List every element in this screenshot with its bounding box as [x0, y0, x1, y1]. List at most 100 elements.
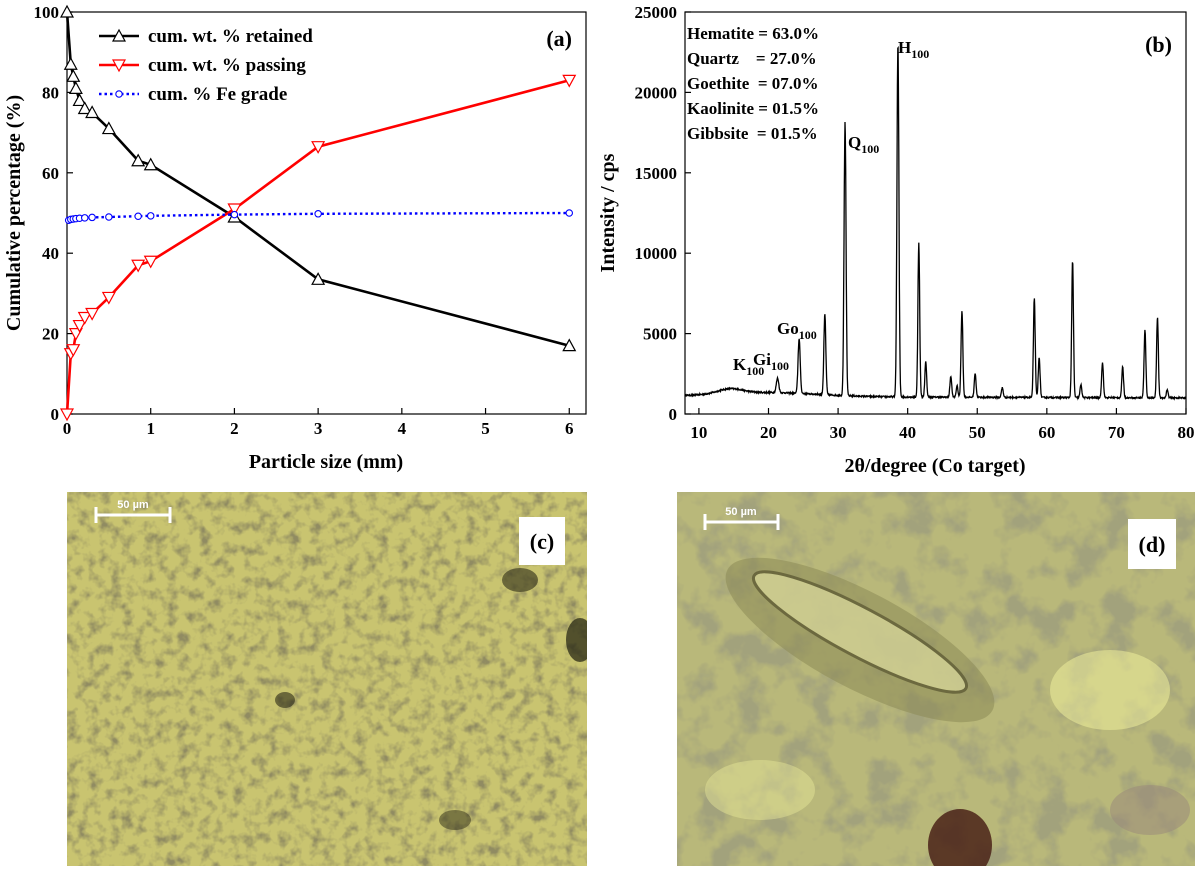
composition-line-2: Goethite = 07.0% [687, 74, 819, 93]
composition-line-1: Quartz = 27.0% [687, 49, 817, 68]
panel-b-y-tick-label: 20000 [635, 83, 678, 102]
series-0-point [562, 338, 577, 352]
panel-a-legend: cum. wt. % retained cum. wt. % passing cum… [99, 26, 313, 105]
panel-a-y-tick-label: 100 [34, 3, 60, 22]
panel-d-letter: (d) [1139, 532, 1166, 557]
peak-label-main: Gi [753, 350, 771, 369]
panel-b-y-tick-label: 15000 [635, 164, 678, 183]
series-1 [59, 74, 577, 422]
scale-bar-d-label: 50 µm [725, 506, 757, 518]
panel-a-y-tick-label: 20 [42, 325, 59, 344]
panel-d-micrograph: 50 µm (d) [677, 492, 1195, 866]
panel-d-letter-box [1128, 519, 1176, 569]
panel-a-x-tick-label: 6 [565, 419, 574, 438]
panel-a-x-tick-label: 0 [63, 419, 72, 438]
panel-a-x-axis-label: Particle size (mm) [249, 451, 403, 473]
series-1-point [66, 344, 81, 357]
series-1-point [59, 408, 75, 422]
series-2-point [80, 214, 89, 222]
scale-bar-d: 50 µm [703, 506, 780, 530]
legend-label-2: cum. % Fe grade [148, 84, 287, 105]
series-0 [59, 4, 577, 352]
series-2-point [230, 210, 239, 219]
series-1-point [227, 203, 242, 217]
panel-b-x-axis-label: 2θ/degree (Co target) [844, 455, 1025, 477]
peak-label-go: Go100 [777, 319, 817, 342]
panel-b-plot-frame [684, 11, 1187, 415]
series-2-point [146, 212, 155, 220]
legend-label-1: cum. wt. % passing [148, 55, 306, 76]
panel-b-y-axis-label: Intensity / cps [597, 153, 619, 272]
panel-b-x-tick-label: 70 [1108, 423, 1125, 442]
panel-a-y-axis-label: Cumulative percentage (%) [3, 95, 25, 331]
peak-label-main: H [898, 38, 911, 57]
series-0-point [68, 81, 83, 94]
series-2-point [565, 209, 574, 217]
series-1-point [72, 319, 87, 333]
series-0-line [65, 11, 570, 347]
series-1-point [562, 74, 577, 88]
xrd-pattern-line [684, 45, 1187, 401]
series-0-point [66, 69, 81, 82]
series-1-point [77, 311, 92, 325]
panel-b-x-tick-label: 80 [1178, 423, 1195, 442]
series-1-point [85, 307, 100, 321]
panel-a-x-tick-label: 4 [398, 419, 407, 438]
panel-b-y-tick-label: 25000 [635, 3, 678, 22]
panel-b-letter: (b) [1145, 32, 1172, 57]
peak-label-main: Q [848, 133, 861, 152]
series-0-point [63, 57, 78, 70]
panel-b-y-tick-label: 10000 [635, 244, 678, 263]
panel-a-x-tick-label: 1 [146, 419, 155, 438]
panel-b-x-tick-label: 40 [899, 423, 916, 442]
scale-bar-c-label: 50 µm [117, 499, 149, 511]
peak-label-sub: 100 [911, 47, 929, 61]
series-0-point [143, 157, 158, 171]
peak-label-q: Q100 [848, 133, 879, 156]
series-1-point [143, 255, 158, 269]
series-0-point [131, 153, 146, 167]
panel-a-y-tick-label: 40 [42, 244, 59, 263]
legend-label-0: cum. wt. % retained [148, 26, 313, 47]
panel-c-micrograph: 50 µm (c) [67, 492, 587, 866]
peak-label-k: K100 [733, 355, 764, 378]
panel-b-x-tick-label: 60 [1038, 423, 1055, 442]
peak-label-sub: 100 [771, 359, 789, 373]
peak-label-h: H100 [898, 38, 929, 61]
series-0-point [311, 272, 326, 285]
composition-line-3: Kaolinite = 01.5% [687, 99, 819, 118]
panel-a-letter: (a) [546, 26, 572, 51]
panel-a-x-tick-label: 3 [314, 419, 323, 438]
peak-label-main: Go [777, 319, 799, 338]
panel-b-x-tick-label: 20 [760, 423, 777, 442]
legend-marker-0 [111, 28, 127, 42]
peak-label-gi: Gi100 [753, 350, 789, 373]
panel-a-y-tick-label: 80 [42, 83, 59, 102]
panel-a-x-tick-label: 5 [481, 419, 490, 438]
series-0-point [101, 121, 116, 135]
peak-label-sub: 100 [799, 328, 817, 342]
panel-b-x-tick-label: 10 [690, 423, 707, 442]
panel-a-x-tick-label: 2 [230, 419, 239, 438]
panel-a-y-tick-label: 0 [51, 405, 60, 424]
composition-line-0: Hematite = 63.0% [687, 24, 819, 43]
series-1-line [65, 79, 570, 415]
composition-line-4: Gibbsite = 01.5% [687, 124, 818, 143]
series-0-point [72, 93, 87, 107]
series-0-point [85, 105, 100, 119]
panel-a-y-tick-label: 60 [42, 164, 59, 183]
peak-label-sub: 100 [746, 364, 764, 378]
peak-label-main: K [733, 355, 747, 374]
panel-b-y-tick-label: 5000 [643, 325, 677, 344]
series-0-point [77, 101, 92, 115]
panel-b-y-tick-label: 0 [669, 405, 678, 424]
scale-bar-c: 50 µm [94, 499, 172, 523]
legend-marker-1 [111, 59, 127, 73]
panel-c-letter: (c) [530, 529, 554, 554]
series-2-point [134, 212, 142, 220]
series-2-point [88, 213, 96, 222]
series-0-point [59, 4, 75, 18]
composition-list: Hematite = 63.0% Quartz = 27.0% Goethite =… [687, 24, 819, 143]
